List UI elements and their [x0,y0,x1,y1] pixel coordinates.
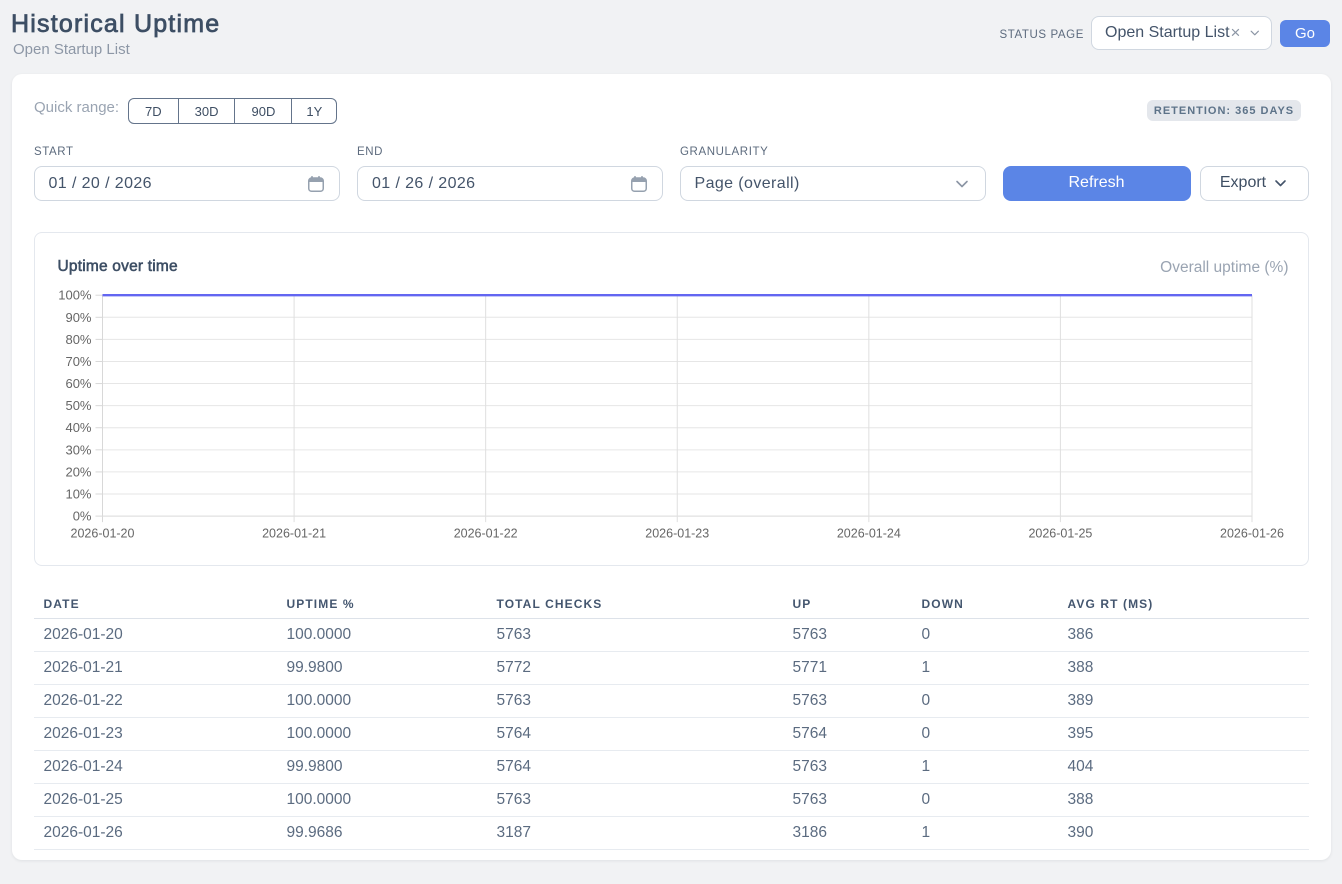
svg-text:50%: 50% [65,398,91,413]
svg-text:2026-01-25: 2026-01-25 [1028,526,1092,540]
svg-text:2026-01-26: 2026-01-26 [1220,526,1284,540]
svg-text:30%: 30% [65,442,91,457]
svg-text:2026-01-22: 2026-01-22 [453,526,517,540]
svg-text:80%: 80% [65,331,91,346]
svg-text:10%: 10% [65,486,91,501]
svg-text:100%: 100% [58,287,92,302]
svg-text:90%: 90% [65,309,91,324]
svg-text:0%: 0% [72,508,91,523]
svg-text:70%: 70% [65,353,91,368]
svg-text:40%: 40% [65,420,91,435]
svg-text:60%: 60% [65,376,91,391]
svg-text:2026-01-24: 2026-01-24 [836,526,900,540]
svg-text:20%: 20% [65,464,91,479]
svg-text:2026-01-21: 2026-01-21 [262,526,326,540]
svg-text:2026-01-23: 2026-01-23 [645,526,709,540]
svg-text:2026-01-20: 2026-01-20 [70,526,134,540]
